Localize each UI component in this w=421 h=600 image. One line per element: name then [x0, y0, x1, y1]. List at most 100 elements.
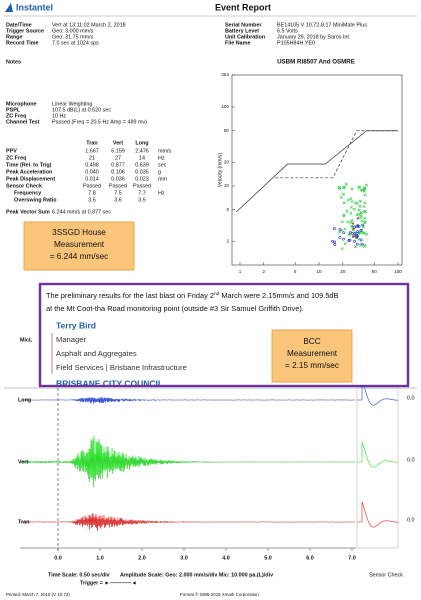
scatter-point — [362, 189, 366, 193]
callout-text: Measurement — [287, 349, 338, 358]
zero-label: 0.0 — [407, 517, 415, 523]
callout-text: = 6.244 mm/sec — [50, 252, 108, 261]
signature-line: Asphalt and Aggregates — [56, 349, 137, 358]
column-header: Tran — [86, 140, 97, 146]
x-tick-label: 5.0 — [264, 555, 272, 561]
scatter-point — [364, 183, 368, 187]
scatter-point — [333, 243, 337, 246]
info-value: Vert at 13:11:02 March 2, 2018 — [52, 22, 126, 28]
x-tick-label: 3.0 — [180, 555, 188, 561]
pvs-value: 6.244 mm/s at 0.877 sec — [52, 209, 111, 215]
cell: 0.014 — [85, 176, 99, 182]
waveform — [21, 512, 356, 531]
email-text: The preliminary results for the last bla… — [46, 291, 214, 300]
scatter-point — [357, 212, 361, 216]
scatter-point — [363, 201, 367, 205]
channel-label: Tran — [18, 519, 29, 525]
callout-box — [23, 221, 135, 271]
mic-value: Passed (Freq = 20.5 Hz Amp = 489 mv) — [52, 119, 147, 125]
mic-value: 10 Hz — [52, 113, 66, 119]
sensor-check-curve — [357, 441, 399, 468]
report-title: Event Report — [215, 2, 271, 12]
y-tick-label: 10 — [224, 183, 230, 188]
scatter-point — [363, 193, 367, 197]
row-label: Time (Rel. to Trig) — [6, 162, 52, 168]
unit: Hz — [158, 190, 165, 196]
scatter-point — [346, 198, 350, 202]
info-label: Range — [6, 34, 22, 40]
mic-label: Microphone — [6, 101, 37, 107]
y-tick-label: 254 — [221, 72, 229, 77]
scatter-point — [362, 204, 366, 208]
scatter-point — [357, 237, 361, 241]
amplitude-scale: Amplitude Scale: Geo: 2.000 mm/s/div Mic… — [120, 572, 273, 578]
info-value: Geo: 3.000 mm/s — [52, 28, 94, 34]
scatter-point — [345, 209, 349, 213]
scatter-point — [360, 219, 364, 223]
scatter-point — [362, 244, 366, 248]
column-header: Long — [135, 140, 148, 146]
callout-text: = 2.15 mm/sec — [285, 361, 339, 370]
mic-value: Linear Weighting — [52, 101, 92, 107]
cell: 7.7 — [138, 190, 146, 196]
scatter-point — [342, 185, 347, 189]
unit: mm — [158, 176, 167, 182]
scatter-point — [356, 217, 359, 220]
column-header: Vert — [113, 140, 123, 146]
cell: 7.8 — [88, 190, 96, 196]
scatter-point — [344, 182, 348, 186]
scatter-point — [343, 227, 347, 231]
info-value: Geo: 31.75 mm/s — [52, 34, 94, 40]
x-tick-label: 50 — [372, 269, 378, 274]
x-tick-label: 4.0 — [222, 555, 230, 561]
scatter-point — [354, 201, 358, 205]
logo-icon — [5, 3, 13, 12]
scatter-point — [340, 220, 344, 224]
cell: 0.035 — [135, 169, 149, 175]
sensor-check-curve — [357, 379, 399, 406]
scatter-point — [350, 219, 354, 223]
scatter-point — [356, 234, 359, 238]
y-tick-label: 20 — [224, 159, 230, 164]
info-label: Date/Time — [6, 22, 32, 28]
scatter-point — [342, 214, 346, 218]
row-label: Peak Acceleration — [6, 169, 52, 175]
scatter-point — [349, 211, 353, 215]
cell: Passed — [83, 183, 101, 189]
scatter-point — [355, 235, 359, 239]
x-tick-label: 7.0 — [348, 555, 356, 561]
info-value: 6.5 Volts — [277, 28, 298, 34]
scatter-point — [350, 224, 354, 228]
scatter-point — [351, 235, 354, 238]
cell: 3.5 — [138, 197, 146, 203]
scatter-point — [358, 185, 362, 189]
row-label: Overswing Ratio — [14, 197, 57, 203]
x-tick-label: 1.0 — [96, 555, 104, 561]
row-label: PPV — [6, 148, 17, 154]
y-tick-label: 5 — [226, 207, 229, 212]
row-label: Frequency — [14, 190, 41, 196]
scatter-point — [359, 228, 363, 232]
y-tick-label: 100 — [221, 104, 229, 109]
unit: mm/s — [158, 148, 171, 154]
trigger-legend: Trigger = ►————◄ — [80, 580, 137, 586]
cell: 7.5 — [114, 190, 122, 196]
scatter-point — [339, 195, 343, 200]
email-text: March were 2.15mm/s and 109.5dB — [219, 291, 338, 300]
scatter-point — [357, 208, 361, 212]
info-label: Unit Calibration — [225, 34, 265, 40]
scatter-point — [338, 187, 342, 191]
info-value: January 29, 2018 by Saros Int. — [277, 34, 350, 40]
scatter-point — [342, 192, 346, 196]
usbm-plot-frame — [231, 74, 403, 266]
cell: 6.159 — [111, 148, 125, 154]
mic-value: 107.5 dB(L) at 0.620 sec — [52, 107, 111, 113]
info-value: 7.0 sec at 1024 sps — [52, 40, 99, 46]
pvs-label: Peak Vector Sum — [6, 209, 50, 215]
info-label: Battery Level — [225, 28, 259, 34]
scatter-point — [353, 239, 356, 243]
callout-text: BCC — [303, 337, 320, 346]
footer-format: Format © 1995-2015 Xmark Corporation — [180, 592, 259, 597]
scatter-point — [363, 220, 367, 224]
